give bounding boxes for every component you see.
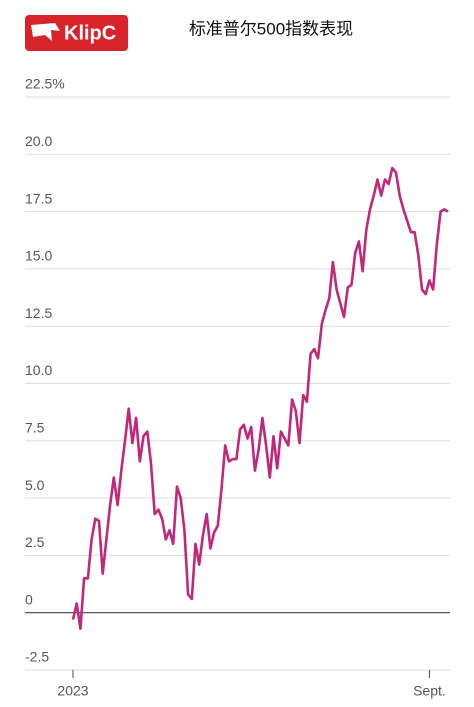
y-tick-label: 15.0 (25, 248, 52, 264)
y-tick-label: 20.0 (25, 133, 52, 149)
x-tick-label: Sept. (413, 683, 446, 699)
y-tick-label: 7.5 (25, 420, 45, 436)
y-tick-label: -2.5 (25, 649, 49, 665)
x-tick-label: 2023 (57, 683, 88, 699)
logo: KlipC (25, 15, 128, 51)
y-tick-label: 22.5% (25, 76, 65, 92)
y-tick-label: 5.0 (25, 477, 45, 493)
logo-icon (31, 23, 60, 41)
y-tick-label: 2.5 (25, 534, 45, 550)
y-tick-label: 10.0 (25, 362, 52, 378)
chart-title: 标准普尔500指数表现 (189, 19, 353, 38)
y-tick-label: 0 (25, 591, 33, 607)
series-line (71, 166, 449, 630)
y-tick-label: 12.5 (25, 305, 52, 321)
y-tick-label: 17.5 (25, 190, 52, 206)
logo-text: KlipC (64, 22, 116, 44)
